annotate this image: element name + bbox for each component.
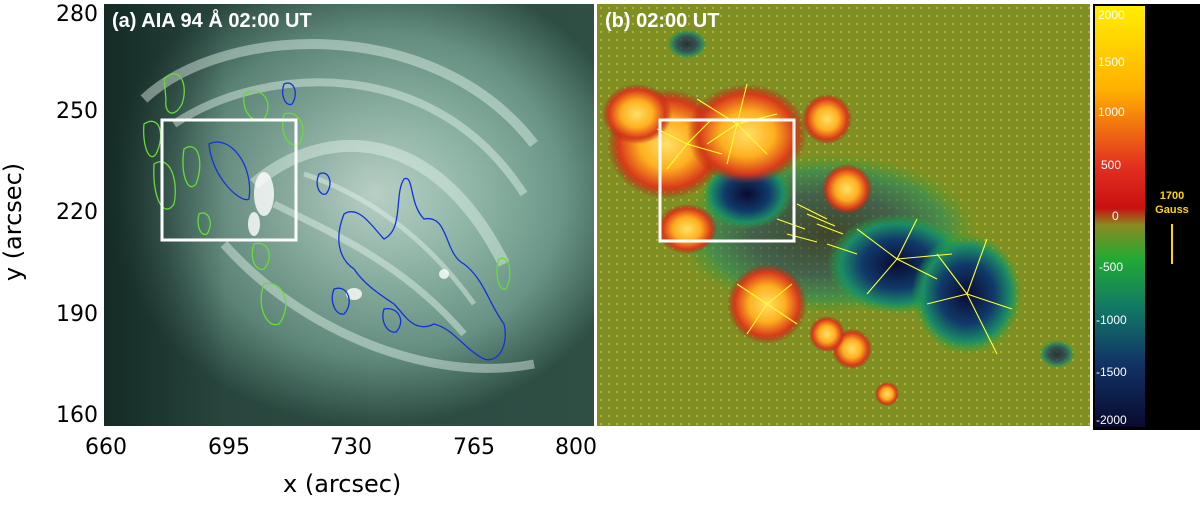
dark-edge — [104, 4, 594, 426]
colorbar-gradient — [1095, 6, 1145, 427]
x-tick-800: 800 — [555, 435, 597, 460]
colorbar-tick-1500: 1500 — [1098, 55, 1125, 69]
transverse-field-vectors — [656, 83, 1013, 355]
colorbar-tick-2000: 2000 — [1098, 8, 1125, 22]
y-tick-220: 220 — [56, 200, 98, 225]
x-tick-695: 695 — [208, 435, 250, 460]
x-axis-label: x (arcsec) — [283, 470, 402, 498]
x-tick-730: 730 — [330, 435, 372, 460]
y-axis-label: y (arcsec) — [0, 162, 27, 282]
colorbar-tick-500: 500 — [1101, 158, 1122, 172]
panel-a-svg — [104, 4, 594, 426]
panel-b-image: (b) 02:00 UT — [597, 4, 1090, 426]
y-tick-280: 280 — [56, 2, 98, 27]
panel-a-image: (a) AIA 94 Å 02:00 UT — [104, 4, 594, 426]
panel-b-svg — [597, 4, 1090, 426]
x-tick-660: 660 — [85, 435, 127, 460]
colorbar-tick-0: 0 — [1112, 209, 1119, 223]
vector-scale-value: 1700 — [1159, 190, 1185, 202]
panel-b-title: (b) 02:00 UT — [605, 10, 720, 32]
negative-field-contours — [208, 82, 506, 361]
panel-a-title: (a) AIA 94 Å 02:00 UT — [112, 10, 312, 32]
colorbar-tick-neg1000: -1000 — [1096, 313, 1127, 327]
region-box-a — [160, 118, 298, 242]
colorbar-tick-neg1500: -1500 — [1096, 365, 1127, 379]
y-tick-190: 190 — [56, 302, 98, 327]
y-tick-250: 250 — [56, 99, 98, 124]
region-box-b — [658, 118, 796, 243]
colorbar-tick-neg500: -500 — [1099, 260, 1124, 274]
vector-scale-unit: Gauss — [1155, 204, 1189, 216]
x-tick-765: 765 — [453, 435, 495, 460]
bright-kernels — [248, 172, 449, 300]
vector-scale-bar — [1171, 224, 1173, 264]
colorbar-tick-1000: 1000 — [1098, 105, 1125, 119]
colorbar-tick-neg2000: -2000 — [1096, 413, 1127, 427]
y-tick-160: 160 — [56, 403, 98, 428]
